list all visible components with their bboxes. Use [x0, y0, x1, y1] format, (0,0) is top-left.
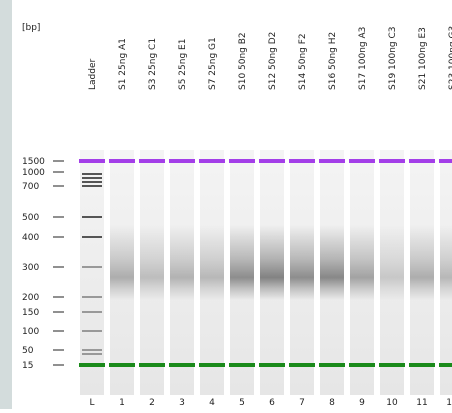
unit-label: [bp]	[22, 23, 40, 33]
lane-number: 11	[416, 398, 427, 408]
smear	[260, 225, 284, 300]
lane-name: Ladder	[88, 59, 98, 90]
ladder-band	[82, 311, 102, 313]
lower-marker	[169, 363, 195, 367]
lane-name: S16 50ng H2	[328, 32, 338, 90]
ladder-band	[82, 330, 102, 332]
lane-name: S5 25ng E1	[178, 39, 188, 90]
upper-marker	[409, 159, 435, 163]
side-strip	[0, 0, 12, 409]
lane-number: 10	[386, 398, 398, 408]
lane-number: 2	[149, 398, 155, 408]
lane-name: S14 50ng F2	[298, 33, 308, 90]
upper-marker	[79, 159, 105, 163]
size-label: 50	[22, 346, 34, 356]
upper-marker	[169, 159, 195, 163]
ladder-band	[82, 173, 102, 175]
size-label: 1000	[22, 168, 45, 178]
lane-number: 7	[299, 398, 305, 408]
lane-name: S19 100ng C3	[388, 27, 398, 91]
lane-number: 12	[446, 398, 452, 408]
smear	[380, 225, 404, 300]
ladder-band	[82, 349, 102, 351]
lower-marker	[139, 363, 165, 367]
lane-name: S7 25ng G1	[208, 37, 218, 90]
lower-marker	[289, 363, 315, 367]
lane-name: S12 50ng D2	[268, 32, 278, 90]
ladder-band	[82, 266, 102, 268]
size-label: 400	[22, 233, 39, 243]
size-label: 1500	[22, 157, 45, 167]
upper-marker	[289, 159, 315, 163]
size-label: 500	[22, 213, 39, 223]
lower-marker	[319, 363, 345, 367]
smear	[140, 225, 164, 300]
lower-marker	[199, 363, 225, 367]
size-label: 100	[22, 327, 39, 337]
lane-name: S17 100ng A3	[358, 27, 368, 90]
lower-marker	[439, 363, 452, 367]
gel-view: [bp] Ladder L S1 25ng A1 1 S3 25ng C1 2 S5 25n…	[0, 0, 452, 409]
lower-marker	[259, 363, 285, 367]
upper-marker	[199, 159, 225, 163]
upper-marker	[319, 159, 345, 163]
lane-name: S10 50ng B2	[238, 32, 248, 90]
lower-marker	[349, 363, 375, 367]
smear	[320, 225, 344, 300]
smear	[350, 225, 374, 300]
smear	[110, 225, 134, 300]
size-label: 15	[22, 361, 33, 371]
smear	[410, 225, 434, 300]
size-label: 300	[22, 263, 39, 273]
upper-marker	[379, 159, 405, 163]
ladder-band	[82, 353, 102, 355]
smear	[290, 225, 314, 300]
lower-marker	[409, 363, 435, 367]
smear	[200, 225, 224, 300]
upper-marker	[229, 159, 255, 163]
lower-marker	[229, 363, 255, 367]
upper-marker	[109, 159, 135, 163]
lane-number: 8	[329, 398, 335, 408]
lower-marker	[79, 363, 105, 367]
smear	[440, 225, 452, 300]
lane-number: 3	[179, 398, 185, 408]
lane-name: S21 100ng E3	[418, 27, 428, 90]
lane-number: 5	[239, 398, 245, 408]
upper-marker	[259, 159, 285, 163]
upper-marker	[439, 159, 452, 163]
lane-name: S23 100ng G3	[448, 26, 452, 90]
lane-name: S3 25ng C1	[148, 38, 158, 90]
upper-marker	[349, 159, 375, 163]
ladder-band	[82, 216, 102, 218]
lane-number: 6	[269, 398, 275, 408]
smear	[230, 225, 254, 300]
lane-number: 1	[119, 398, 125, 408]
smear	[170, 225, 194, 300]
ladder-band	[82, 185, 102, 187]
size-label: 700	[22, 182, 39, 192]
lane-name: S1 25ng A1	[118, 38, 128, 90]
ladder-band	[82, 296, 102, 298]
lane-number: 4	[209, 398, 215, 408]
lane-number: 9	[359, 398, 365, 408]
ladder-band	[82, 181, 102, 183]
lower-marker	[109, 363, 135, 367]
lower-marker	[379, 363, 405, 367]
ladder-band	[82, 236, 102, 238]
size-label: 200	[22, 293, 39, 303]
size-label: 150	[22, 308, 39, 318]
upper-marker	[139, 159, 165, 163]
lane-number: L	[89, 398, 94, 408]
ladder-band	[82, 177, 102, 179]
